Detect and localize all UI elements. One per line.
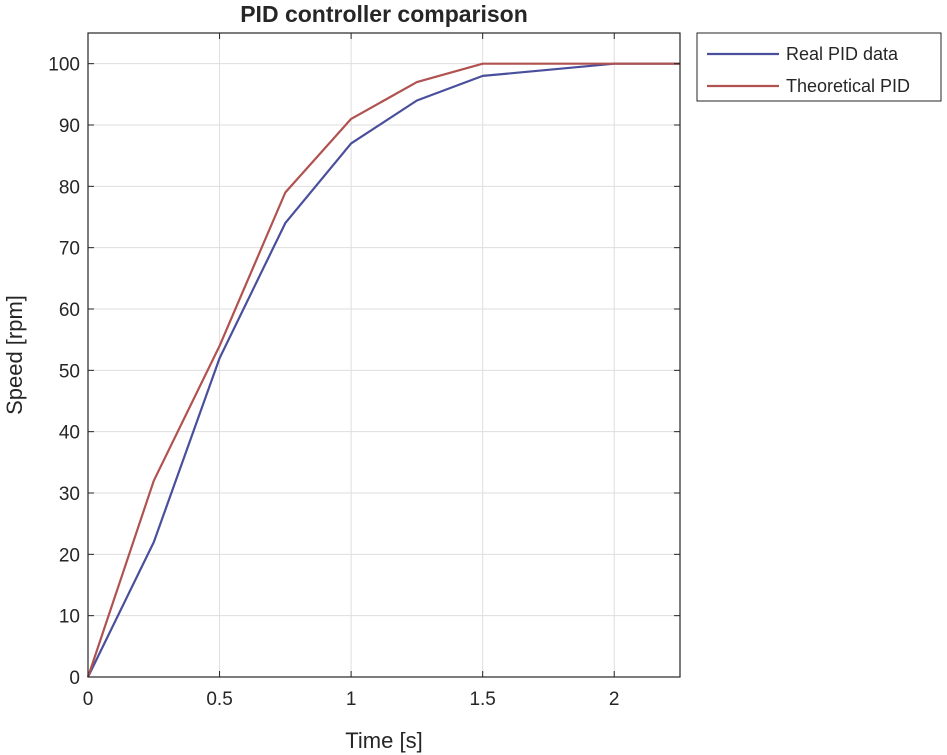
plot-area-frame bbox=[87, 32, 681, 678]
x-tick-label: 1.5 bbox=[469, 689, 495, 710]
y-tick-label: 60 bbox=[59, 300, 80, 321]
y-tick-label: 50 bbox=[59, 361, 80, 382]
y-tick-label: 70 bbox=[59, 239, 80, 260]
series-group bbox=[86, 62, 680, 678]
series-line-2 bbox=[86, 62, 680, 678]
legend-label-2: Theoretical PID bbox=[786, 76, 910, 96]
y-tick-label: 100 bbox=[48, 55, 80, 76]
y-tick-label: 90 bbox=[59, 116, 80, 137]
legend-label-1: Real PID data bbox=[786, 44, 899, 64]
x-tick-label: 2 bbox=[609, 689, 620, 710]
y-tick-label: 40 bbox=[59, 423, 80, 444]
legend: Real PID data Theoretical PID bbox=[696, 32, 942, 102]
y-tick-label: 10 bbox=[59, 607, 80, 628]
legend-box bbox=[696, 32, 942, 102]
x-tick-label: 1 bbox=[346, 689, 357, 710]
y-tick-label: 30 bbox=[59, 484, 80, 505]
y-axis-label: Speed [rpm] bbox=[2, 295, 27, 415]
series-line-1 bbox=[87, 62, 680, 678]
chart-title: PID controller comparison bbox=[240, 1, 528, 27]
x-tick-label: 0.5 bbox=[206, 689, 232, 710]
x-axis-label: Time [s] bbox=[345, 728, 422, 753]
y-tick-label: 0 bbox=[69, 668, 80, 689]
y-tick-label: 20 bbox=[59, 545, 80, 566]
y-tick-label: 80 bbox=[59, 177, 80, 198]
x-tick-label: 0 bbox=[83, 689, 94, 710]
